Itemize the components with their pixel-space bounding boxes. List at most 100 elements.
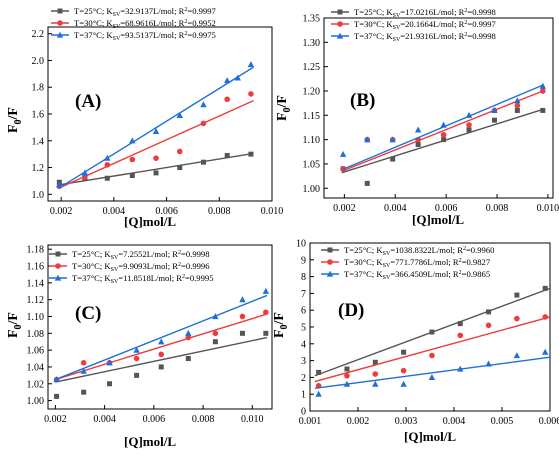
y-tick-label: 1.12 [27, 295, 45, 306]
fit-line [314, 356, 551, 390]
data-point [224, 96, 230, 103]
legend-marker [57, 20, 63, 26]
data-point [372, 371, 379, 377]
data-point [372, 359, 378, 365]
data-point [107, 381, 113, 387]
y-tick-label: 1.8 [32, 83, 45, 94]
y-tick-label: 4 [301, 339, 306, 350]
y-tick-label: 8 [301, 272, 306, 283]
y-tick-label: 1.10 [27, 312, 45, 323]
y-tick-label: 1.20 [303, 86, 321, 97]
x-axis-label: [Q]mol/L [124, 434, 176, 449]
legend-text: T=25°C; KSV=7.2552L/mol; R2=0.9998 [72, 249, 210, 261]
data-point [158, 364, 164, 370]
series-t37 [339, 82, 547, 171]
data-point [457, 332, 464, 339]
data-point [513, 352, 521, 359]
fit-line [341, 90, 544, 172]
data-point [540, 107, 546, 113]
data-point [441, 137, 447, 143]
data-point [133, 355, 140, 362]
legend-text: T=25°C; KSV=32.9137L/mol; R2=0.9997 [74, 6, 217, 18]
data-point [81, 389, 87, 395]
fit-line [58, 152, 254, 186]
data-point [514, 102, 521, 109]
y-tick-label: 1.25 [303, 62, 321, 73]
data-point [212, 339, 218, 345]
data-point [343, 380, 351, 387]
legend-text: T=25°C; KSV=1038.8322L/mol; R2=0.9960 [344, 245, 494, 257]
data-point [153, 155, 159, 161]
data-point [239, 313, 246, 320]
panel-label: (C) [75, 303, 101, 324]
data-point [212, 313, 219, 320]
data-point [400, 367, 407, 374]
data-point [129, 137, 136, 144]
panel-label: (B) [350, 90, 375, 111]
data-point [129, 173, 135, 179]
data-point [339, 150, 347, 157]
x-tick-label: 0.006 [539, 416, 559, 427]
y-tick-label: 1.06 [27, 346, 45, 357]
data-point [539, 82, 547, 89]
data-point [104, 162, 111, 168]
series-t25 [54, 330, 269, 399]
data-point [485, 360, 492, 367]
y-axis-label: F0/F [6, 312, 24, 338]
data-point [234, 74, 241, 81]
y-axis-label: F0/F [272, 312, 290, 338]
x-tick-label: 0.005 [491, 416, 514, 427]
fit-line [58, 66, 254, 189]
legend-text: T=37°C; KSV=93.5137L/mol; R2=0.9975 [74, 30, 216, 42]
legend-entry: T=37°C; KSV=11.8518L/mol; R2=0.9995 [49, 273, 214, 285]
data-point [54, 393, 60, 399]
series-t25 [340, 107, 546, 186]
data-point [414, 126, 422, 133]
x-tick-label: 0.008 [208, 206, 231, 217]
x-tick-label: 0.004 [93, 414, 116, 425]
data-point [415, 141, 421, 147]
data-point [457, 321, 463, 327]
fit-line [58, 99, 254, 189]
panel-3: 0.002 0.004 0.006 0.008 0.010 1.00 1.02 1.04 1.0… [6, 244, 273, 449]
data-point [466, 122, 472, 128]
fit-line [55, 294, 268, 381]
legend-text: T=30°C; KSV=9.9093L/mol; R2=0.9996 [72, 261, 210, 273]
legend-marker [336, 32, 344, 39]
x-axis-label: [Q]mol/L [412, 212, 464, 227]
data-point [53, 376, 60, 383]
y-tick-label: 2 [301, 373, 306, 384]
series-t30 [314, 314, 551, 389]
legend-marker [54, 274, 62, 281]
y-tick-label: 1.16 [27, 262, 45, 273]
x-tick-label: 0.008 [192, 414, 215, 425]
legend-marker [326, 270, 334, 277]
panel-label: (D) [338, 300, 364, 321]
data-point [152, 128, 160, 134]
data-point [466, 127, 472, 133]
data-point [440, 121, 447, 128]
data-point [514, 292, 520, 298]
data-point [542, 314, 548, 320]
data-point [248, 151, 254, 157]
data-point [540, 88, 546, 94]
x-tick-label: 0.008 [486, 203, 509, 214]
data-point [514, 315, 520, 322]
legend-marker [55, 263, 61, 269]
y-tick-label: 1.18 [27, 245, 45, 256]
legend-entry: T=25°C; KSV=32.9137L/mol; R2=0.9997 [51, 6, 217, 18]
y-tick-label: 7 [301, 289, 306, 300]
data-point [104, 175, 110, 181]
legend-marker [57, 8, 63, 14]
data-point [372, 380, 379, 387]
data-point [440, 131, 447, 138]
data-point [263, 330, 269, 336]
legend-text: T=37°C; KSV=11.8518L/mol; R2=0.9995 [72, 273, 214, 285]
data-point [200, 120, 207, 127]
y-tick-label: 1.35 [303, 14, 321, 25]
y-tick-label: 5 [301, 323, 306, 334]
data-point [429, 352, 435, 359]
panel-4: 0.001 0.002 0.003 0.004 0.005 0.006 0 1 2 3 4 5 6 7 8 9… [272, 239, 559, 445]
y-tick-label: 3 [301, 356, 306, 367]
